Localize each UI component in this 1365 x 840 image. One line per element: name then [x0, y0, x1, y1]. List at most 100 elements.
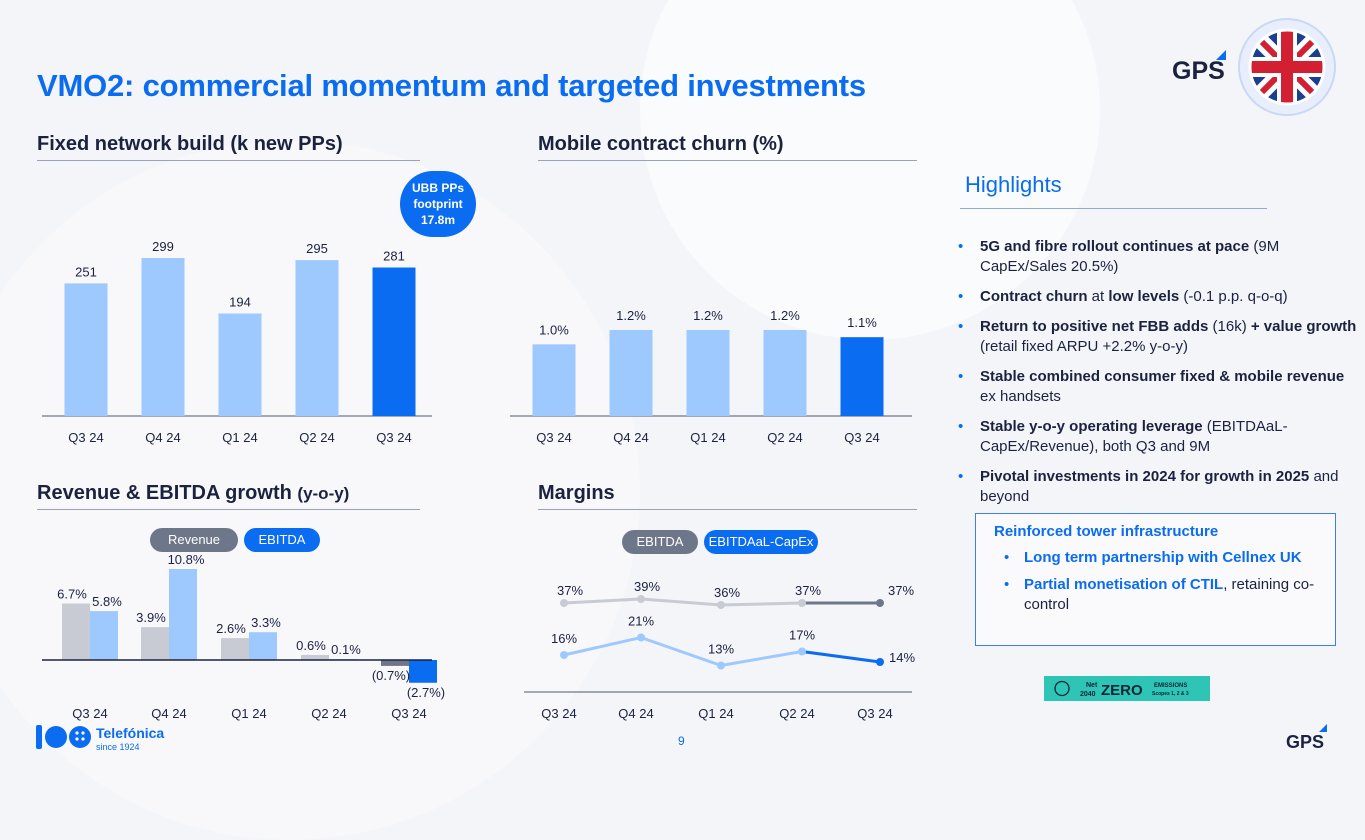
list-item: Partial monetisation of CTIL, retaining …: [1004, 575, 1324, 615]
list-item: Long term partnership with Cellnex UK: [1004, 548, 1324, 568]
bar: [64, 283, 108, 416]
data-label: 0.6%: [296, 638, 326, 653]
tick-label: Q4 24: [151, 706, 186, 721]
gps-logo-icon: GPS: [1172, 50, 1226, 82]
bubble-line-2: footprint: [413, 197, 463, 211]
tick-label: Q2 24: [311, 706, 346, 721]
series-line-ebitda: [563, 597, 803, 607]
revenue-ebitda-title: Revenue & EBITDA growth (y-o-y): [37, 482, 349, 505]
point-capex: [798, 647, 806, 656]
gps-logo-icon: GPS: [1286, 724, 1327, 750]
tick-label: Q1 24: [690, 430, 725, 445]
point-ebitda: [876, 599, 884, 607]
bar-revenue: [141, 627, 169, 660]
point-ebitda: [560, 599, 568, 607]
tick-label: Q3 24: [68, 430, 103, 445]
list-item: Return to positive net FBB adds (16k) + …: [958, 317, 1358, 357]
data-label: 299: [152, 239, 174, 254]
tick-label: Q2 24: [299, 430, 334, 445]
tick-label: Q3 24: [844, 430, 879, 445]
bar-ebitda: [169, 569, 197, 660]
tick-label: Q3 24: [541, 706, 576, 721]
tick-label: Q3 24: [391, 706, 426, 721]
list-item: Contract churn at low levels (-0.1 p.p. …: [958, 287, 1358, 307]
margins-chart: 37% 39% 36% 37% 37% 16% Q3 24 21% Q4 24 13% Q1 24 1…: [524, 579, 915, 721]
data-label: 5.8%: [92, 594, 122, 609]
bar-revenue: [62, 603, 90, 660]
list-item: Stable combined consumer fixed & mobile …: [958, 367, 1358, 407]
highlights-list: 5G and fibre rollout continues at pace (…: [958, 237, 1358, 517]
data-label: 1.2%: [693, 308, 723, 323]
bar: [686, 330, 730, 416]
net-label: Net: [1086, 682, 1098, 689]
data-label: (0.7%): [372, 668, 410, 683]
bar: [372, 267, 416, 416]
tick-label: Q1 24: [698, 706, 733, 721]
tick-label: Q3 24: [536, 430, 571, 445]
series-line-capex: [563, 635, 803, 668]
data-label: 3.9%: [136, 610, 166, 625]
data-label: 295: [306, 241, 328, 256]
divider: [37, 160, 420, 161]
data-label: 281: [383, 249, 405, 264]
page-title: VMO2: commercial momentum and targeted i…: [37, 68, 866, 103]
divider: [37, 509, 420, 510]
data-label: 0.1%: [331, 642, 361, 657]
bar: [532, 344, 576, 416]
gps-logo-text: GPS: [1172, 57, 1225, 82]
bubble-line-3: 17.8m: [420, 213, 456, 227]
tick-label: Q3 24: [857, 706, 892, 721]
revenue-ebitda-title-main: Revenue & EBITDA growth: [37, 482, 292, 504]
data-label: 1.2%: [770, 308, 800, 323]
tick-label: Q4 24: [613, 430, 648, 445]
bubble-line-1: UBB PPs: [411, 181, 464, 195]
data-label: 37%: [557, 583, 583, 598]
churn-title: Mobile contract churn (%): [538, 133, 784, 155]
tick-label: Q4 24: [618, 706, 653, 721]
bar: [141, 258, 185, 416]
series-line-capex-latest: [801, 650, 881, 664]
data-label: 39%: [634, 579, 660, 594]
divider: [538, 509, 917, 510]
bar-revenue: [381, 660, 409, 666]
churn-chart: 1.0% Q3 24 1.2% Q4 24 1.2% Q1 24 1.2% Q2 24 1.1%…: [510, 308, 912, 445]
tick-label: Q2 24: [767, 430, 802, 445]
data-label: 13%: [708, 642, 734, 657]
fixed-build-chart: 251 Q3 24 299 Q4 24 194 Q1 24 295 Q2 24 281 Q3 24: [42, 239, 432, 445]
telefonica-logo-icon: Telefónica since 1924: [36, 725, 164, 752]
point-capex: [876, 658, 884, 666]
emissions-label: EMISSIONS: [1154, 683, 1187, 689]
zero-label: ZERO: [1101, 682, 1143, 699]
bar-revenue: [221, 638, 249, 660]
point-capex: [717, 661, 725, 670]
data-label: 2.6%: [216, 621, 246, 636]
fixed-build-title: Fixed network build (k new PPs): [37, 133, 343, 155]
legend-revenue: Revenue: [150, 528, 238, 552]
tick-label: Q1 24: [222, 430, 257, 445]
divider: [538, 160, 917, 161]
bar-ebitda: [249, 632, 277, 660]
uk-flag-icon: [1238, 18, 1336, 116]
list-item: Pivotal investments in 2024 for growth i…: [958, 467, 1358, 507]
point-ebitda: [717, 601, 725, 609]
scopes-label: Scopes 1, 2 & 3: [1152, 691, 1189, 697]
tower-infrastructure-box: Reinforced tower infrastructure Long ter…: [975, 513, 1336, 646]
revenue-ebitda-title-yoy: (y-o-y): [297, 484, 350, 503]
data-label: 17%: [789, 628, 815, 643]
data-label: 6.7%: [57, 587, 87, 602]
data-label: 16%: [551, 631, 577, 646]
ubb-footprint-bubble: UBB PPs footprint 17.8m: [400, 171, 476, 237]
tick-label: Q3 24: [72, 706, 107, 721]
data-label: 3.3%: [251, 615, 281, 630]
bar: [840, 337, 884, 416]
box-title: Reinforced tower infrastructure: [994, 523, 1219, 540]
bar-ebitda: [409, 660, 437, 683]
legend-margin-ebitda: EBITDA: [622, 530, 698, 554]
telefonica-wordmark: Telefónica: [96, 725, 164, 741]
margins-title: Margins: [538, 482, 615, 504]
tick-label: Q4 24: [145, 430, 180, 445]
highlights-title: Highlights: [965, 172, 1062, 197]
net-zero-badge-icon: Net 2040 ZERO EMISSIONS Scopes 1, 2 & 3: [1044, 676, 1210, 701]
point-ebitda: [637, 595, 645, 603]
data-label: (2.7%): [407, 685, 445, 700]
